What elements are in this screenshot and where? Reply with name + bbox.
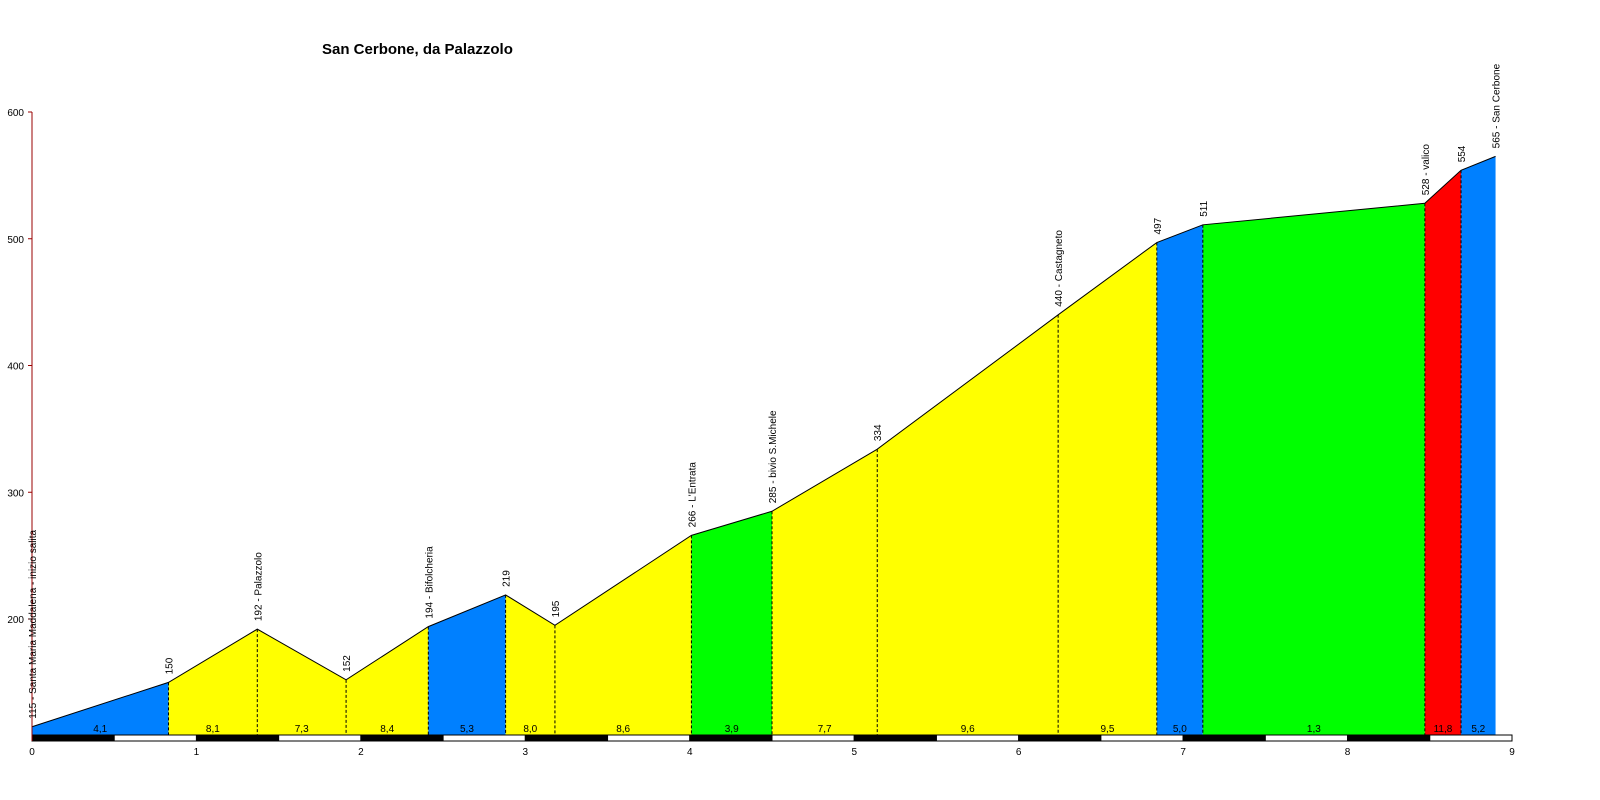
y-tick-label: 400 xyxy=(7,362,24,373)
y-axis: 200 300 400 500 600 xyxy=(7,108,33,741)
gradient-label: 1,3 xyxy=(1307,724,1321,735)
x-tick-label: 6 xyxy=(1016,747,1022,758)
gradient-label: 5,2 xyxy=(1471,724,1485,735)
segment-2 xyxy=(168,629,258,735)
elevation-label: 150 xyxy=(164,657,175,674)
scale-bar-segment xyxy=(1182,734,1266,742)
elevation-label: 565 - San Cerbone xyxy=(1492,63,1503,148)
segment-3 xyxy=(257,629,347,735)
scale-bar-segment xyxy=(195,734,280,742)
y-tick-label: 200 xyxy=(7,615,24,626)
gradient-label: 3,9 xyxy=(725,724,739,735)
scale-bar-segment xyxy=(113,734,197,742)
scale-bar-segment xyxy=(771,734,855,742)
x-tick-label: 1 xyxy=(194,747,200,758)
elevation-labels: 115 - Santa Maria Maddalena - inizio sal… xyxy=(28,63,1503,718)
gradient-label: 8,1 xyxy=(206,724,220,735)
elevation-label: 285 - bivio S.Michele xyxy=(768,410,779,503)
scale-bar-segment xyxy=(935,734,1020,742)
x-tick-label: 8 xyxy=(1345,747,1351,758)
x-tick-label: 3 xyxy=(523,747,529,758)
chart-title: San Cerbone, da Palazzolo xyxy=(322,41,513,58)
segment-9 xyxy=(772,449,878,735)
elevation-label: 115 - Santa Maria Maddalena - inizio sal… xyxy=(28,529,39,718)
elevation-label: 334 xyxy=(873,424,884,441)
profile-outline xyxy=(31,155,1496,728)
gradient-label: 5,3 xyxy=(460,724,474,735)
scale-bar-segment xyxy=(1264,734,1349,742)
gradient-label: 7,7 xyxy=(818,724,832,735)
scale-bar-segment xyxy=(524,734,609,742)
scale-bar-segment xyxy=(1100,734,1184,742)
distance-scale-bar xyxy=(31,734,1513,742)
segment-6 xyxy=(505,594,555,735)
scale-bar-segment xyxy=(689,734,773,742)
elevation-label: 219 xyxy=(502,570,513,587)
segment-dividers xyxy=(167,170,1462,735)
elevation-label: 554 xyxy=(1457,145,1468,162)
segment-4 xyxy=(346,626,429,735)
y-tick-label: 500 xyxy=(7,235,24,246)
gradient-label: 5,0 xyxy=(1173,724,1187,735)
gradient-label: 11,8 xyxy=(1434,724,1453,735)
elevation-label: 266 - L'Entrata xyxy=(687,462,698,528)
gradient-label: 8,0 xyxy=(523,724,537,735)
scale-bar-segment xyxy=(278,734,362,742)
gradient-labels: 4,1 8,1 7,3 8,4 5,3 8,0 8,6 3,9 7,7 9,6 9,5 5,0 1,3 1… xyxy=(93,724,1485,735)
scale-bar-segment xyxy=(31,734,115,742)
x-axis: 0 1 2 3 4 5 6 7 8 9 xyxy=(29,747,1515,758)
segment-7 xyxy=(554,535,692,735)
scale-bar-segment xyxy=(1347,734,1431,742)
gradient-label: 9,6 xyxy=(961,724,975,735)
y-tick-label: 600 xyxy=(7,108,24,119)
segment-10 xyxy=(877,314,1059,735)
profile-line xyxy=(31,155,1496,728)
gradient-label: 7,3 xyxy=(295,724,309,735)
x-tick-label: 7 xyxy=(1180,747,1186,758)
scale-bar-segment xyxy=(442,734,526,742)
x-tick-label: 0 xyxy=(29,747,35,758)
segment-11 xyxy=(1058,242,1157,736)
segment-13 xyxy=(1202,203,1425,735)
elevation-label: 192 - Palazzolo xyxy=(253,552,264,621)
x-tick-label: 9 xyxy=(1509,747,1515,758)
elevation-label: 440 - Castagneto xyxy=(1054,230,1065,307)
segment-14 xyxy=(1424,170,1462,735)
gradient-label: 9,5 xyxy=(1101,724,1115,735)
scale-bar-segment xyxy=(607,734,691,742)
elevation-label: 511 xyxy=(1199,200,1210,216)
x-tick-label: 2 xyxy=(358,747,364,758)
elevation-label: 497 xyxy=(1153,217,1164,234)
profile-fills xyxy=(32,156,1496,736)
scale-bar-segment xyxy=(1429,734,1513,742)
segment-15 xyxy=(1461,156,1496,736)
y-tick-label: 300 xyxy=(7,488,24,499)
scale-bar-segment xyxy=(1018,734,1102,742)
elevation-label: 194 - Bifolcheria xyxy=(424,546,435,619)
gradient-label: 4,1 xyxy=(93,724,107,735)
elevation-label: 152 xyxy=(342,655,353,672)
elevation-label: 528 - valico xyxy=(1421,144,1432,196)
gradient-label: 8,4 xyxy=(380,724,394,735)
segment-5 xyxy=(428,594,506,735)
x-tick-label: 5 xyxy=(851,747,857,758)
elevation-label: 195 xyxy=(551,600,562,617)
scale-bar-segment xyxy=(360,734,444,742)
scale-bar-segment xyxy=(853,734,937,742)
gradient-label: 8,6 xyxy=(616,724,630,735)
segment-8 xyxy=(691,511,772,735)
segment-12 xyxy=(1156,224,1203,735)
x-tick-label: 4 xyxy=(687,747,693,758)
segment-1 xyxy=(32,682,169,735)
